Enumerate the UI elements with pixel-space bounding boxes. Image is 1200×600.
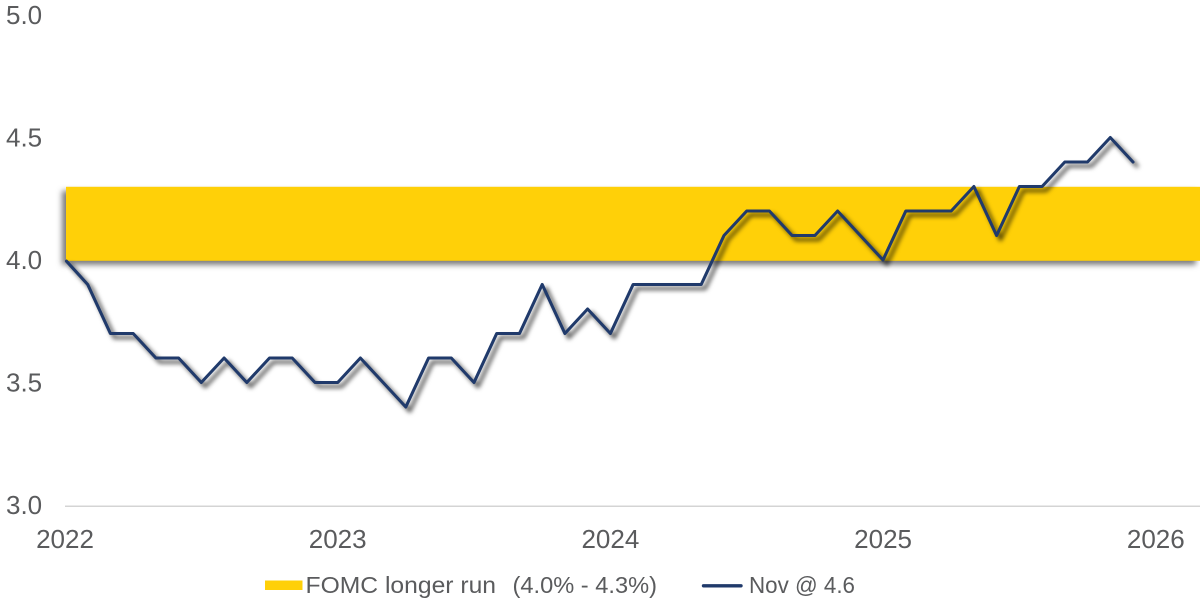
svg-text:2022: 2022: [36, 524, 94, 554]
svg-text:FOMC longer run: FOMC longer run: [306, 572, 497, 598]
svg-text:5.0: 5.0: [6, 0, 42, 30]
svg-text:4.0: 4.0: [6, 245, 42, 275]
svg-text:4.5: 4.5: [6, 123, 42, 153]
svg-text:3.0: 3.0: [6, 490, 42, 520]
svg-text:2026: 2026: [1127, 524, 1185, 554]
svg-text:2023: 2023: [309, 524, 367, 554]
svg-text:(4.0% - 4.3%): (4.0% - 4.3%): [513, 572, 658, 598]
svg-text:2025: 2025: [854, 524, 912, 554]
svg-text:Nov @ 4.6: Nov @ 4.6: [749, 572, 855, 598]
svg-text:2024: 2024: [581, 524, 639, 554]
svg-text:3.5: 3.5: [6, 368, 42, 398]
